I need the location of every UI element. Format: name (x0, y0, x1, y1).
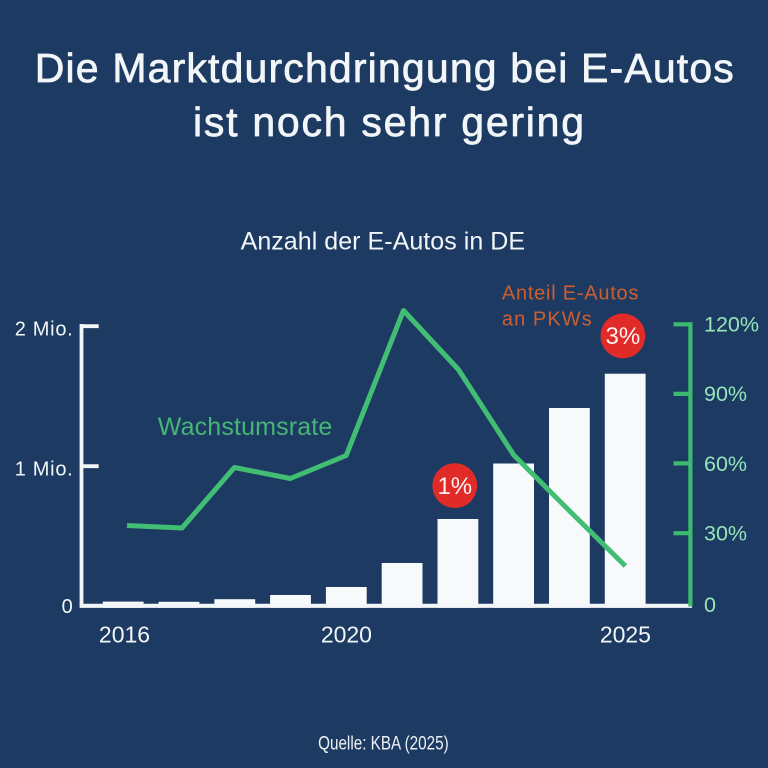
svg-text:an PKWs: an PKWs (502, 309, 592, 331)
svg-text:Wachstumsrate: Wachstumsrate (158, 413, 332, 441)
svg-text:120%: 120% (704, 313, 759, 337)
svg-text:2016: 2016 (99, 621, 150, 647)
svg-text:Quelle: KBA (2025): Quelle: KBA (2025) (318, 733, 449, 755)
svg-text:0: 0 (62, 596, 73, 618)
svg-text:Anteil E-Autos: Anteil E-Autos (502, 282, 639, 304)
svg-text:2020: 2020 (321, 621, 372, 647)
svg-text:1 Mio.: 1 Mio. (15, 458, 73, 480)
svg-text:Die Marktdurchdringung bei E-A: Die Marktdurchdringung bei E-Autos (35, 45, 734, 91)
svg-text:1%: 1% (437, 473, 472, 500)
svg-text:Anzahl der E-Autos in DE: Anzahl der E-Autos in DE (241, 228, 525, 256)
svg-text:90%: 90% (704, 382, 747, 406)
svg-text:2025: 2025 (600, 621, 651, 647)
svg-text:60%: 60% (704, 452, 747, 476)
svg-text:30%: 30% (704, 521, 747, 545)
svg-text:3%: 3% (606, 323, 641, 350)
svg-text:ist noch sehr gering: ist noch sehr gering (193, 99, 584, 145)
svg-text:2 Mio.: 2 Mio. (15, 318, 73, 340)
svg-text:0: 0 (704, 593, 716, 617)
